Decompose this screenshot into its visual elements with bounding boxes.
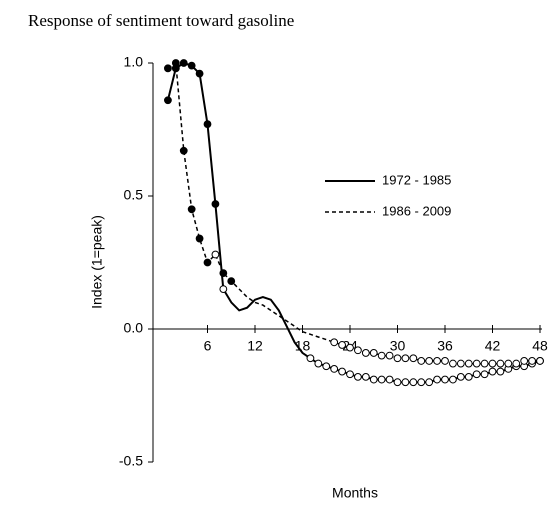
x-tick-label: 18 (295, 338, 311, 354)
data-point (377, 351, 386, 360)
data-point (322, 362, 331, 371)
y-tick-label: 0.5 (124, 187, 144, 203)
data-point (449, 359, 457, 368)
data-point (361, 349, 370, 357)
legend-label: 1986 - 2009 (382, 203, 451, 218)
data-point (401, 378, 410, 387)
data-point (456, 372, 465, 381)
data-point (179, 146, 188, 155)
data-point (361, 372, 370, 381)
data-point (512, 359, 521, 368)
data-point (187, 205, 196, 214)
data-point (417, 357, 426, 365)
data-point (211, 200, 220, 208)
data-point (338, 341, 346, 349)
data-point (346, 343, 354, 352)
data-point (441, 357, 449, 365)
data-point (409, 378, 418, 387)
data-point (203, 258, 212, 267)
data-point (354, 346, 362, 355)
data-point (211, 250, 220, 259)
data-point (433, 357, 441, 365)
x-axis-label: Months (332, 485, 378, 501)
data-point (219, 285, 228, 294)
data-point (195, 69, 204, 78)
data-point (496, 359, 505, 368)
y-tick-label: -0.5 (119, 453, 143, 469)
legend-label: 1972 - 1985 (382, 172, 451, 187)
data-point (504, 359, 513, 368)
data-point (496, 367, 505, 376)
data-point (203, 120, 212, 129)
data-point (536, 357, 544, 365)
data-point (354, 372, 362, 381)
x-tick-label: 12 (247, 338, 263, 354)
data-point (385, 375, 394, 384)
data-point (528, 357, 536, 365)
data-point (393, 378, 402, 387)
data-point (164, 96, 172, 105)
data-point (369, 349, 378, 357)
x-tick-label: 42 (485, 338, 501, 354)
y-tick-label: 0.0 (124, 320, 144, 336)
data-point (164, 64, 172, 73)
data-point (441, 375, 449, 384)
data-point (488, 367, 497, 376)
data-point (472, 359, 481, 368)
data-point (338, 367, 346, 376)
data-point (417, 378, 426, 387)
data-point (425, 378, 434, 387)
x-tick-label: 30 (390, 338, 406, 354)
series-line (167, 61, 540, 365)
y-tick-label: 1.0 (124, 54, 144, 70)
data-point (195, 234, 204, 243)
chart-title: Response of sentiment toward gasoline (28, 11, 294, 30)
data-point (488, 359, 497, 368)
data-point (480, 359, 489, 368)
data-point (306, 354, 315, 363)
data-point (409, 354, 418, 363)
data-point (314, 359, 323, 368)
data-point (219, 269, 228, 278)
data-point (472, 370, 481, 379)
y-axis-label: Index (1=peak) (89, 215, 105, 309)
data-point (377, 375, 386, 384)
data-point (464, 372, 473, 381)
data-point (385, 351, 394, 360)
data-point (330, 365, 339, 373)
data-point (227, 277, 236, 286)
data-point (464, 359, 473, 368)
data-point (179, 59, 188, 67)
data-point (480, 370, 489, 379)
data-point (520, 357, 529, 365)
x-tick-label: 36 (437, 338, 453, 354)
data-point (449, 375, 457, 384)
data-point (369, 375, 378, 384)
data-point (346, 370, 354, 379)
data-point (401, 354, 410, 363)
data-point (171, 59, 180, 67)
data-point (187, 61, 196, 70)
series-line (166, 61, 541, 384)
data-point (330, 338, 339, 347)
data-point (425, 357, 434, 365)
x-tick-label: 6 (204, 338, 212, 354)
x-tick-label: 48 (532, 338, 548, 354)
data-point (393, 354, 402, 363)
data-point (433, 375, 441, 384)
data-point (456, 359, 465, 368)
